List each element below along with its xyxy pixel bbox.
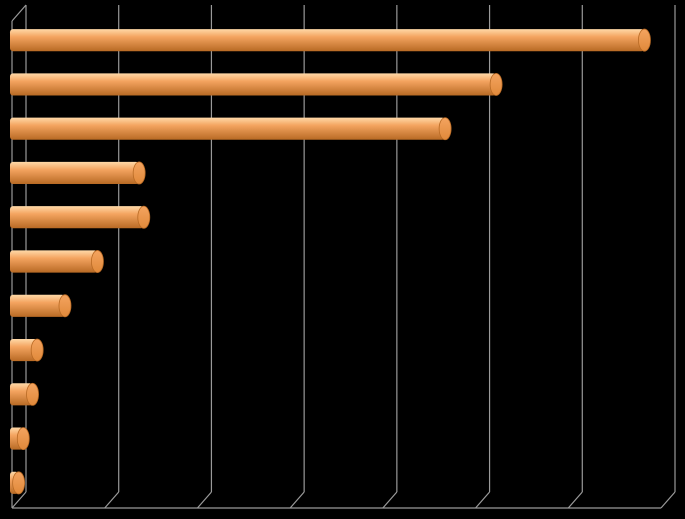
bar-body-6 (10, 294, 65, 317)
bar-cap-3 (132, 161, 146, 185)
bar-cap-0 (638, 28, 651, 52)
bar-cap-7 (30, 338, 44, 362)
bar-7 (10, 338, 44, 362)
bar-cap-4 (137, 205, 151, 229)
bar-cap-1 (489, 72, 503, 96)
floor-tick-1 (104, 491, 120, 509)
bar-body-1 (10, 73, 497, 96)
bar-0 (10, 28, 651, 52)
bar-2 (10, 117, 452, 141)
bar-cap-9 (16, 427, 30, 451)
bar-8 (10, 382, 39, 406)
floor-tick-3 (289, 491, 305, 509)
bar-cap-6 (58, 294, 72, 318)
bar-cap-8 (26, 382, 39, 406)
bar-3 (10, 161, 146, 185)
bar-cap-2 (438, 117, 452, 141)
bar-cap-5 (91, 250, 104, 273)
bar-6 (10, 294, 72, 318)
wall-top-edge (11, 4, 27, 22)
floor-tick-7 (660, 491, 676, 509)
bar-body-0 (10, 29, 645, 52)
floor-tick-0 (11, 491, 27, 509)
floor-tick-4 (382, 491, 398, 509)
bar-cap-10 (12, 471, 26, 495)
bar-4 (10, 205, 151, 229)
bar-body-8 (10, 383, 33, 406)
bar-body-2 (10, 117, 446, 140)
floor-tick-2 (196, 491, 212, 509)
bars (10, 28, 651, 495)
bar-9 (10, 427, 30, 451)
floor-tick-6 (567, 491, 583, 509)
bar-10 (10, 471, 26, 495)
bar-1 (10, 72, 503, 96)
bar-5 (10, 250, 104, 273)
bar-body-4 (10, 206, 144, 229)
bar-body-7 (10, 338, 38, 362)
floor-tick-5 (475, 491, 491, 509)
bar-body-3 (10, 161, 140, 185)
bar-body-5 (10, 250, 98, 273)
